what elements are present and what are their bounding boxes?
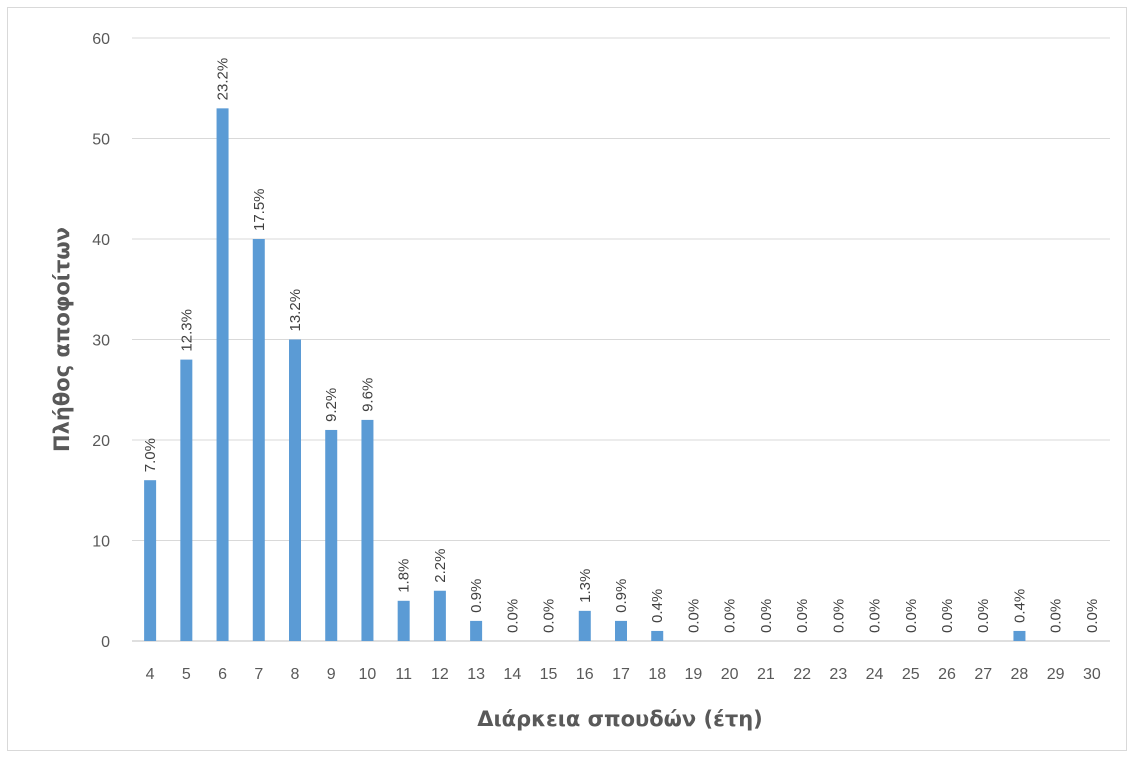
data-label: 0.0% [541, 599, 558, 633]
data-label: 0.9% [613, 579, 630, 613]
bars [144, 108, 1026, 642]
x-tick-label: 9 [327, 666, 336, 683]
bar [252, 239, 265, 641]
data-label: 0.0% [685, 599, 702, 633]
bar [578, 610, 591, 641]
data-label: 9.2% [323, 388, 340, 422]
y-tick-label: 60 [92, 31, 110, 48]
x-tick-label: 22 [793, 666, 811, 683]
x-tick-label: 24 [866, 666, 884, 683]
x-tick-label: 26 [938, 666, 956, 683]
bar [325, 429, 338, 641]
data-label: 0.0% [722, 599, 739, 633]
data-label: 2.2% [432, 549, 449, 583]
y-tick-label: 0 [101, 634, 110, 651]
data-label: 0.0% [867, 599, 884, 633]
x-tick-label: 20 [721, 666, 739, 683]
bar [470, 620, 483, 641]
x-tick-label: 7 [254, 666, 263, 683]
data-label: 0.0% [758, 599, 775, 633]
data-label: 0.9% [468, 579, 485, 613]
bar [1013, 630, 1026, 641]
x-tick-label: 27 [974, 666, 992, 683]
bar [144, 480, 157, 641]
bar [289, 339, 301, 641]
data-label: 0.0% [504, 599, 521, 633]
y-tick-label: 40 [92, 232, 110, 249]
y-axis-ticks: 0 10 20 30 40 50 60 [92, 31, 110, 651]
bar [397, 600, 410, 641]
data-label: 1.3% [577, 569, 594, 603]
data-label: 1.8% [396, 559, 413, 593]
x-tick-label: 4 [146, 666, 155, 683]
x-tick-label: 10 [359, 666, 377, 683]
data-label: 0.4% [649, 589, 666, 623]
data-label: 7.0% [142, 438, 159, 472]
x-tick-label: 28 [1011, 666, 1029, 683]
x-tick-label: 6 [218, 666, 227, 683]
data-label: 0.0% [794, 599, 811, 633]
x-tick-label: 14 [503, 666, 521, 683]
data-label: 0.0% [903, 599, 920, 633]
x-tick-label: 15 [540, 666, 558, 683]
x-tick-label: 25 [902, 666, 920, 683]
y-tick-label: 50 [92, 132, 110, 149]
y-tick-label: 30 [92, 333, 110, 350]
bar [651, 630, 664, 641]
y-axis-title: Πλήθος αποφοίτων [50, 227, 74, 452]
bar [433, 590, 446, 641]
x-tick-label: 19 [685, 666, 703, 683]
x-tick-label: 21 [757, 666, 775, 683]
x-tick-label: 23 [829, 666, 847, 683]
x-tick-label: 16 [576, 666, 594, 683]
x-tick-label: 8 [291, 666, 300, 683]
x-tick-label: 18 [648, 666, 666, 683]
x-tick-label: 13 [467, 666, 485, 683]
data-label: 17.5% [251, 188, 268, 231]
bar [361, 419, 374, 641]
gridlines [132, 37, 1110, 642]
y-tick-label: 10 [92, 534, 110, 551]
data-label: 0.0% [939, 599, 956, 633]
data-label: 0.0% [1084, 599, 1101, 633]
y-tick-label: 20 [92, 433, 110, 450]
data-label: 0.4% [1011, 589, 1028, 623]
data-label: 12.3% [178, 309, 195, 352]
data-labels: 7.0% 12.3% 23.2% 17.5% 13.2% 9.2% 9.6% 1.8% 2.2%… [142, 58, 1101, 633]
x-axis-ticks: 4 5 6 7 8 9 10 11 12 13 14 15 16 17 18 19 20 21 22 23 24 25 26… [146, 666, 1101, 683]
bar [216, 108, 229, 642]
chart-area [7, 7, 1127, 751]
data-label: 0.0% [830, 599, 847, 633]
bar [615, 620, 627, 641]
x-tick-label: 30 [1083, 666, 1101, 683]
bar [180, 359, 193, 641]
x-tick-label: 11 [395, 666, 412, 683]
data-label: 9.6% [359, 378, 376, 412]
data-label: 23.2% [215, 58, 232, 101]
data-label: 0.0% [1048, 599, 1065, 633]
data-label: 13.2% [287, 289, 304, 332]
x-tick-label: 12 [431, 666, 449, 683]
x-tick-label: 17 [612, 666, 630, 683]
x-tick-label: 29 [1047, 666, 1065, 683]
x-axis-title: Διάρκεια σπουδών (έτη) [477, 707, 763, 731]
x-tick-label: 5 [182, 666, 191, 683]
data-label: 0.0% [975, 599, 992, 633]
